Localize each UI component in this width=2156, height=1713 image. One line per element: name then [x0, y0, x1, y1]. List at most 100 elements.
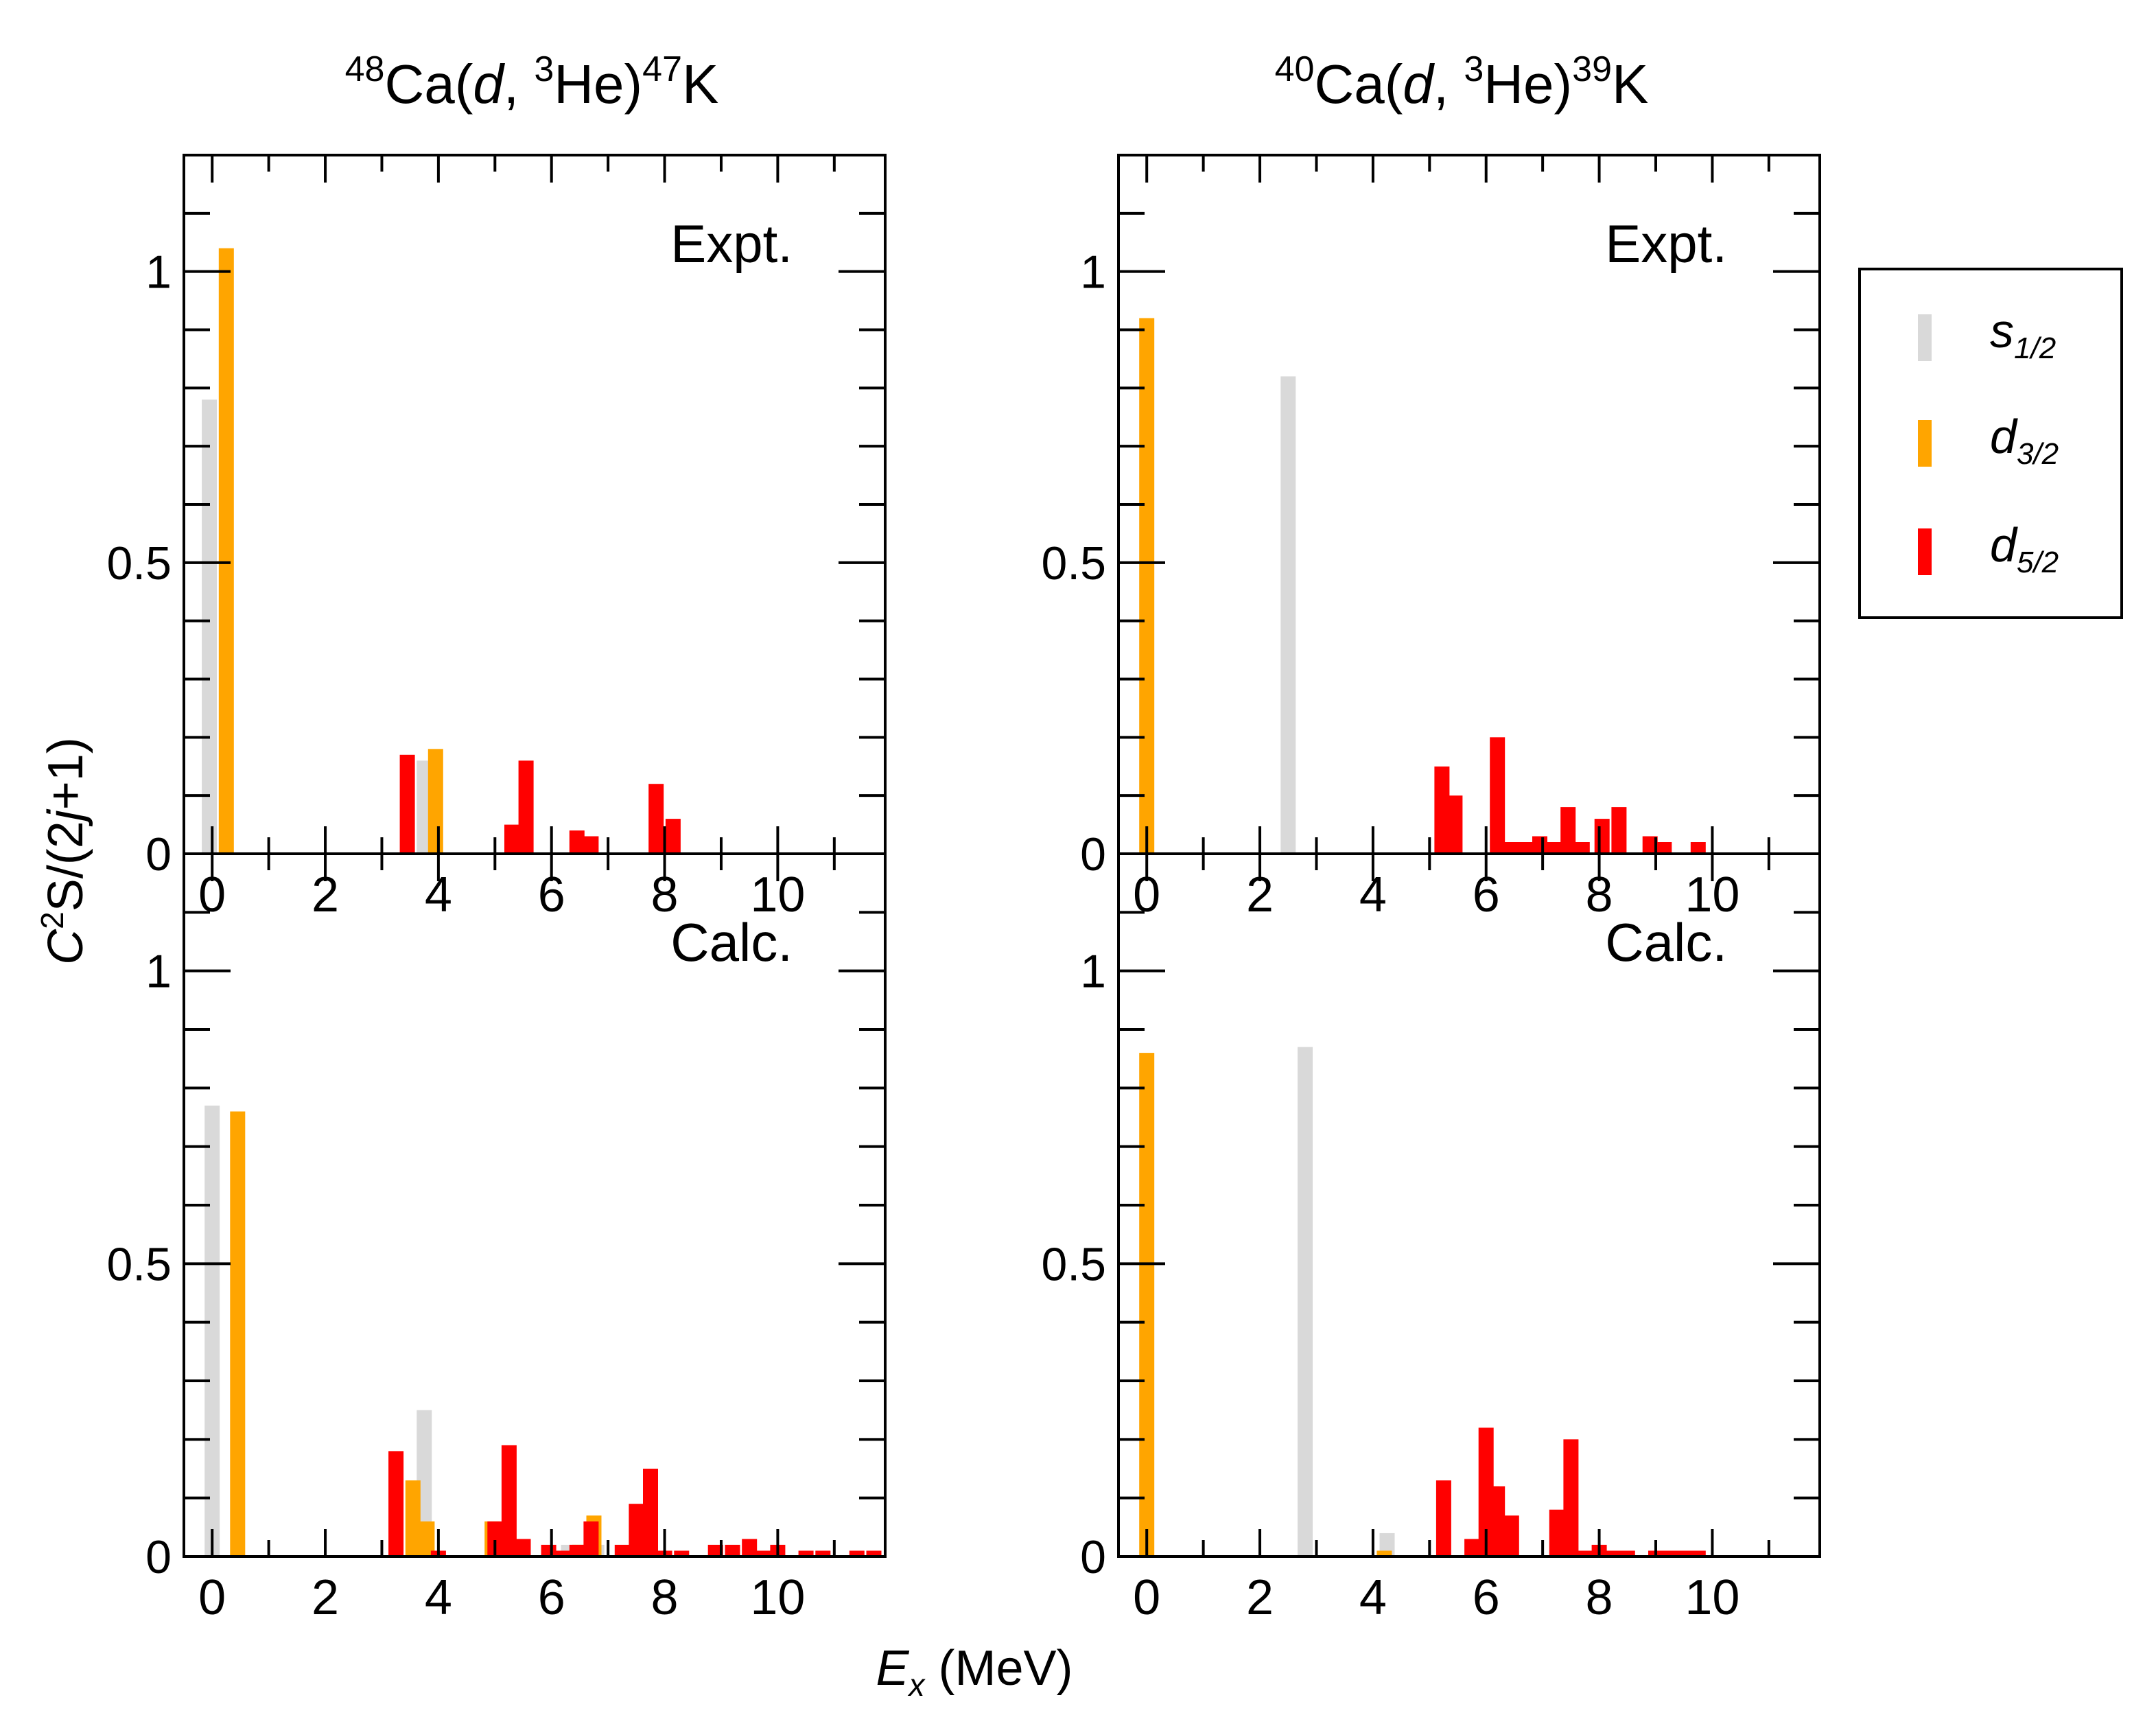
- title-left-a: Ca(: [384, 54, 473, 115]
- legend-swatch-s12: [1918, 314, 1932, 361]
- bar-d52-2: [1490, 737, 1505, 854]
- title-left-d: He): [554, 54, 642, 115]
- bar-d52-8: [1574, 842, 1590, 854]
- bar-d52-11: [643, 1469, 658, 1557]
- legend-label-d52-base: d: [1990, 518, 2018, 572]
- bar-d52-13: [674, 1550, 690, 1557]
- title-left-presup: 48: [345, 49, 385, 89]
- x-tick-label: 4: [1359, 1570, 1387, 1625]
- bar-d52-14: [707, 1544, 723, 1557]
- x-tick-label: 10: [750, 1570, 805, 1625]
- panel-label: Calc.: [1605, 912, 1727, 972]
- bar-d32-1: [405, 1480, 421, 1557]
- x-tick-label: 2: [1246, 1570, 1274, 1625]
- bar-d52-2: [487, 1521, 503, 1557]
- bar-d32-0: [218, 248, 234, 854]
- title-right-a: Ca(: [1314, 54, 1403, 115]
- x-tick-label: 2: [312, 1570, 339, 1625]
- y-tick-label: 1: [145, 946, 172, 998]
- legend: s1/2 d3/2 d5/2: [1858, 268, 2123, 619]
- y-label-mid: S/(2: [38, 821, 93, 911]
- bar-d32-0: [1139, 1053, 1155, 1557]
- title-left-sup2: 3: [534, 49, 554, 89]
- bar-d52-6: [1546, 842, 1562, 854]
- legend-label-d52: d5/2: [1990, 518, 2059, 579]
- legend-box: [1858, 268, 2123, 619]
- title-right-sup3: 39: [1572, 49, 1612, 89]
- bar-d52-5: [1549, 1509, 1565, 1557]
- bar-d52-7: [569, 1544, 585, 1557]
- bar-d52-15: [725, 1544, 740, 1557]
- title-right-d: He): [1484, 54, 1572, 115]
- y-tick-label: 0.5: [1041, 537, 1106, 590]
- y-tick-label: 0.5: [106, 1238, 172, 1290]
- title-right-sup2: 3: [1464, 49, 1484, 89]
- bar-d52-17: [755, 1550, 771, 1557]
- legend-label-d52-sub: 5/2: [2017, 546, 2059, 579]
- bar-d52-4: [515, 1539, 531, 1557]
- bar-d52-10: [629, 1504, 644, 1557]
- bar-d52-20: [815, 1550, 831, 1557]
- bar-d52-1: [1464, 1539, 1480, 1557]
- legend-swatch-d52: [1918, 528, 1932, 575]
- x-label-sub: x: [908, 1667, 926, 1703]
- bar-d52-22: [866, 1550, 882, 1557]
- y-tick-label: 0: [1080, 828, 1106, 881]
- bar-d52-19: [798, 1550, 814, 1557]
- bar-s12-0: [1298, 1047, 1313, 1557]
- title-left-e: K: [682, 54, 718, 115]
- bar-d52-9: [1606, 1550, 1621, 1557]
- bar-d32-1: [1376, 1550, 1392, 1557]
- title-right-e: K: [1612, 54, 1648, 115]
- bar-d52-7: [1560, 807, 1576, 854]
- y-tick-label: 0: [145, 828, 172, 881]
- x-axis-label: Ex (MeV): [876, 1641, 1073, 1703]
- legend-label-s12-base: s: [1990, 304, 2014, 358]
- y-axis-label: C2S/(2j+1): [34, 737, 93, 965]
- title-left-sup3: 47: [642, 49, 682, 89]
- panel-label: Calc.: [670, 912, 793, 972]
- x-tick-label: 6: [538, 1570, 565, 1625]
- bar-d52-7: [1578, 1550, 1593, 1557]
- bar-d52-13: [1676, 1550, 1692, 1557]
- bar-d52-9: [1594, 819, 1610, 854]
- bar-d52-10: [1611, 807, 1627, 854]
- bar-s12-0: [202, 399, 218, 854]
- title-left-c: ,: [504, 54, 534, 115]
- bar-d52-0: [399, 754, 415, 854]
- bar-d52-12: [1656, 842, 1672, 854]
- y-tick-label: 1: [1080, 946, 1106, 998]
- x-tick-label: 6: [1473, 1570, 1500, 1625]
- bar-d32-2: [419, 1521, 435, 1557]
- x-tick-label: 8: [1586, 1570, 1613, 1625]
- bar-d52-4: [1518, 842, 1534, 854]
- y-tick-label: 1: [145, 246, 172, 299]
- title-right-c: ,: [1433, 54, 1464, 115]
- legend-label-d32-base: d: [1990, 410, 2018, 463]
- legend-label-s12: s1/2: [1990, 304, 2056, 365]
- x-tick-label: 10: [1685, 1570, 1739, 1625]
- x-label-main: E: [876, 1641, 909, 1696]
- bar-d52-6: [665, 819, 681, 854]
- legend-swatch-d32: [1918, 420, 1932, 467]
- y-tick-label: 1: [1080, 246, 1106, 299]
- title-right-b: d: [1403, 54, 1435, 115]
- bar-d52-4: [583, 836, 599, 854]
- bar-d52-10: [1619, 1550, 1635, 1557]
- bar-d52-6: [555, 1550, 571, 1557]
- bar-d32-1: [427, 749, 443, 854]
- x-label-unit: (MeV): [925, 1641, 1073, 1696]
- x-tick-label: 4: [425, 1570, 452, 1625]
- title-left: 48Ca(d, 3He)47K: [345, 49, 719, 115]
- bar-d52-1: [504, 824, 519, 854]
- bar-d52-21: [849, 1550, 865, 1557]
- title-right: 40Ca(d, 3He)39K: [1275, 49, 1649, 115]
- bar-d52-2: [518, 760, 534, 854]
- bar-d52-13: [1690, 842, 1706, 854]
- bar-d52-14: [1690, 1550, 1706, 1557]
